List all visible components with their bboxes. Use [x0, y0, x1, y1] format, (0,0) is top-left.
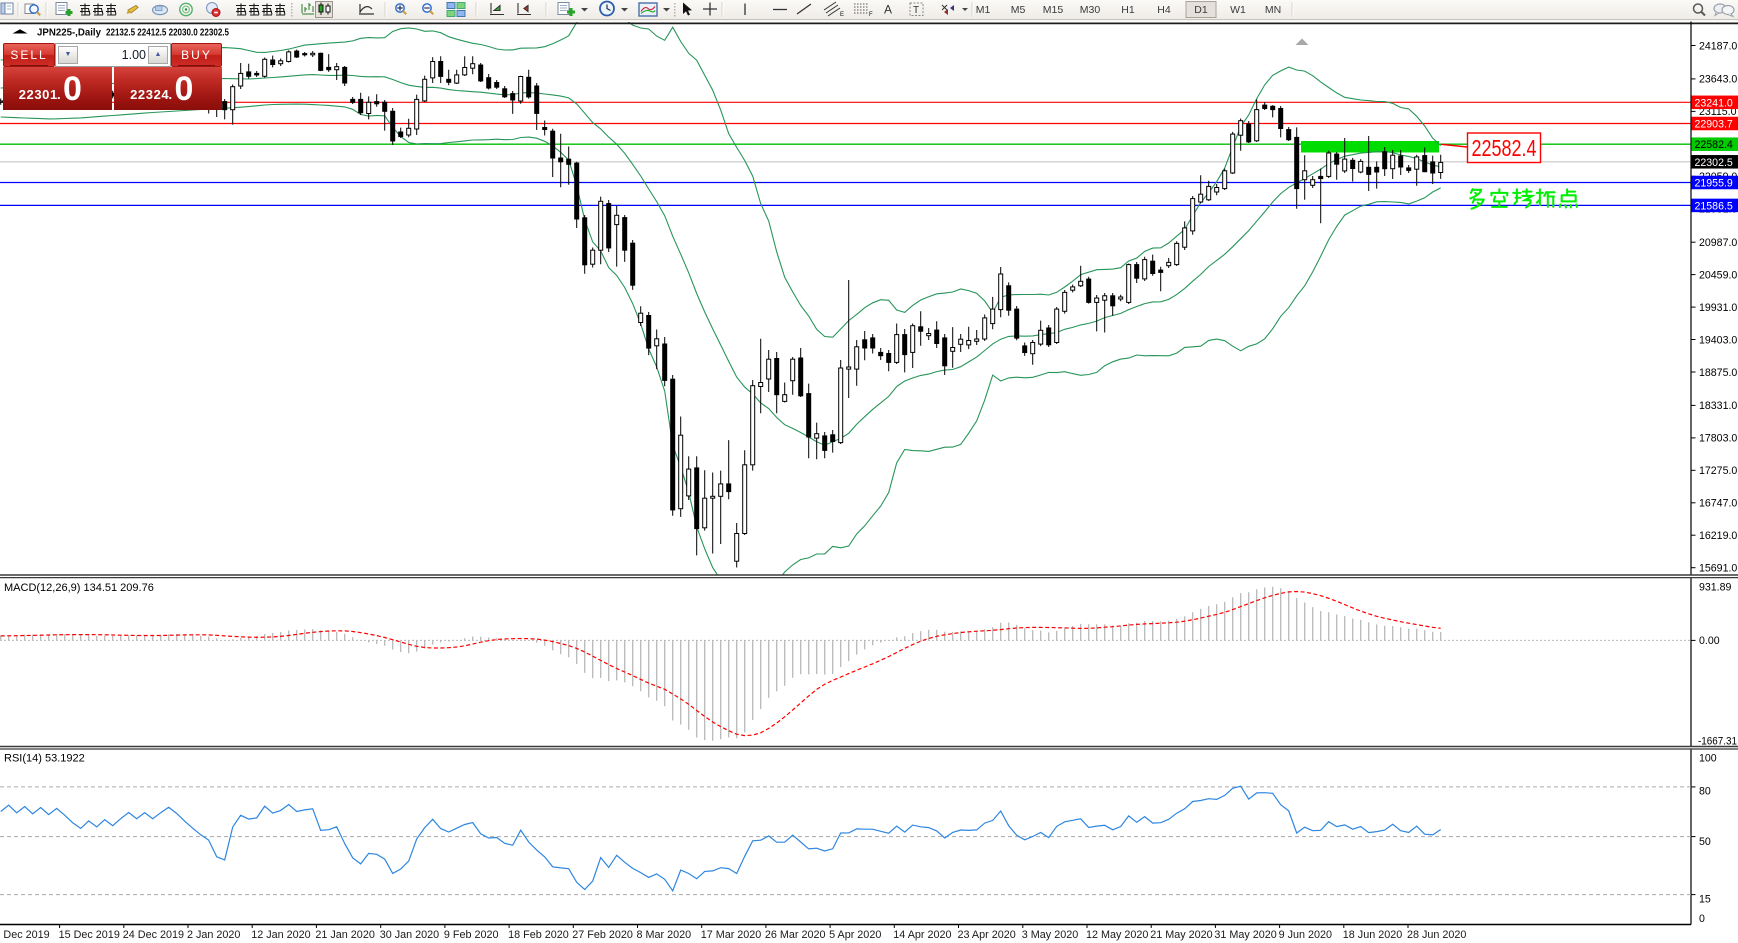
svg-text:23241.0: 23241.0 — [1695, 97, 1733, 109]
svg-text:F: F — [869, 12, 873, 18]
svg-text:MN: MN — [1265, 4, 1281, 16]
svg-text:A: A — [884, 3, 892, 17]
svg-text:M30: M30 — [1080, 4, 1101, 16]
svg-text:17 Mar 2020: 17 Mar 2020 — [701, 929, 762, 941]
svg-text:17275.0: 17275.0 — [1699, 465, 1737, 477]
svg-text:31 May 2020: 31 May 2020 — [1214, 929, 1276, 941]
svg-text:5 Dec 2019: 5 Dec 2019 — [0, 929, 50, 941]
svg-text:15691.0: 15691.0 — [1699, 563, 1737, 575]
svg-text:19403.0: 19403.0 — [1699, 334, 1737, 346]
svg-text:12 Jan 2020: 12 Jan 2020 — [251, 929, 310, 941]
svg-text:5 Apr 2020: 5 Apr 2020 — [829, 929, 881, 941]
svg-text:RSI(14) 53.1922: RSI(14) 53.1922 — [4, 753, 85, 765]
svg-text:12 May 2020: 12 May 2020 — [1086, 929, 1148, 941]
svg-text:19931.0: 19931.0 — [1699, 302, 1737, 314]
svg-text:M1: M1 — [976, 4, 991, 16]
svg-text:22582.4: 22582.4 — [1695, 139, 1733, 151]
svg-text:0: 0 — [1699, 913, 1705, 925]
svg-text:18 Feb 2020: 18 Feb 2020 — [508, 929, 569, 941]
svg-text:18875.0: 18875.0 — [1699, 367, 1737, 379]
svg-text:20459.0: 20459.0 — [1699, 269, 1737, 281]
svg-text:30 Jan 2020: 30 Jan 2020 — [380, 929, 439, 941]
svg-text:21586.5: 21586.5 — [1695, 200, 1733, 212]
svg-text:23115.0: 23115.0 — [1699, 106, 1737, 118]
svg-text:23 Apr 2020: 23 Apr 2020 — [958, 929, 1016, 941]
svg-text:-1667.31: -1667.31 — [1698, 736, 1737, 748]
svg-text:8 Mar 2020: 8 Mar 2020 — [637, 929, 692, 941]
svg-text:28 Jun 2020: 28 Jun 2020 — [1407, 929, 1466, 941]
svg-text:M5: M5 — [1011, 4, 1026, 16]
svg-text:14 Apr 2020: 14 Apr 2020 — [893, 929, 951, 941]
svg-text:24187.0: 24187.0 — [1699, 40, 1737, 52]
svg-text:21 May 2020: 21 May 2020 — [1150, 929, 1212, 941]
svg-text:26 Mar 2020: 26 Mar 2020 — [765, 929, 826, 941]
svg-text:15 Dec 2019: 15 Dec 2019 — [59, 929, 120, 941]
svg-text:24 Dec 2019: 24 Dec 2019 — [123, 929, 184, 941]
svg-text:80: 80 — [1699, 786, 1711, 798]
svg-text:2 Jan 2020: 2 Jan 2020 — [187, 929, 240, 941]
svg-text:18 Jun 2020: 18 Jun 2020 — [1343, 929, 1402, 941]
svg-text:21955.9: 21955.9 — [1695, 178, 1733, 190]
svg-text:0.00: 0.00 — [1699, 635, 1720, 647]
svg-text:931.89: 931.89 — [1699, 582, 1732, 594]
svg-text:W1: W1 — [1230, 4, 1246, 16]
svg-text:50: 50 — [1699, 836, 1711, 848]
svg-text:21 Jan 2020: 21 Jan 2020 — [315, 929, 374, 941]
svg-text:17803.0: 17803.0 — [1699, 433, 1737, 445]
svg-text:15: 15 — [1699, 893, 1711, 905]
svg-text:9 Feb 2020: 9 Feb 2020 — [444, 929, 499, 941]
svg-text:D1: D1 — [1194, 4, 1208, 16]
svg-text:22582.4: 22582.4 — [1472, 135, 1537, 161]
svg-text:E: E — [840, 12, 844, 18]
svg-text:22302.5: 22302.5 — [1695, 157, 1733, 169]
svg-text:H1: H1 — [1121, 4, 1135, 16]
svg-text:22132.5 22412.5 22030.0 22302.: 22132.5 22412.5 22030.0 22302.5 — [106, 28, 229, 39]
svg-text:9 Jun 2020: 9 Jun 2020 — [1279, 929, 1332, 941]
svg-text:27 Feb 2020: 27 Feb 2020 — [572, 929, 633, 941]
svg-text:100: 100 — [1699, 753, 1717, 765]
svg-text:MACD(12,26,9) 134.51 209.76: MACD(12,26,9) 134.51 209.76 — [4, 582, 154, 594]
svg-text:JPN225-,Daily: JPN225-,Daily — [37, 28, 101, 39]
svg-text:3 May 2020: 3 May 2020 — [1022, 929, 1078, 941]
svg-text:M15: M15 — [1043, 4, 1064, 16]
svg-text:16219.0: 16219.0 — [1699, 530, 1737, 542]
svg-text:16747.0: 16747.0 — [1699, 498, 1737, 510]
svg-text:18331.0: 18331.0 — [1699, 400, 1737, 412]
svg-text:20987.0: 20987.0 — [1699, 237, 1737, 249]
svg-text:22903.7: 22903.7 — [1695, 119, 1733, 131]
svg-text:23643.0: 23643.0 — [1699, 74, 1737, 86]
svg-text:T: T — [913, 5, 919, 16]
svg-text:H4: H4 — [1157, 4, 1171, 16]
